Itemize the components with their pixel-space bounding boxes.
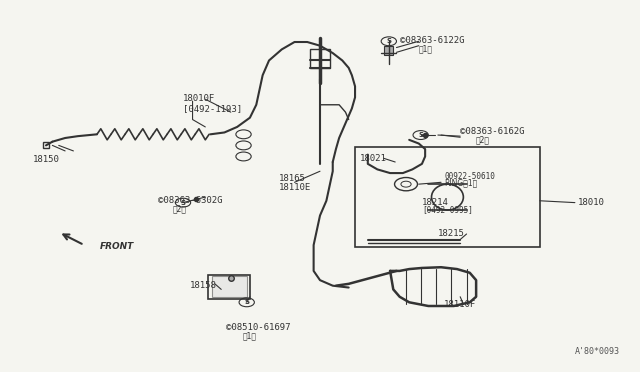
Bar <box>355 147 540 247</box>
Text: 18214: 18214 <box>422 198 449 207</box>
Text: （1）: （1） <box>243 331 256 340</box>
Bar <box>209 275 250 299</box>
Text: S: S <box>418 132 423 138</box>
Text: 18010F
[0492-1193]: 18010F [0492-1193] <box>183 94 242 113</box>
Text: ©08363-6162G: ©08363-6162G <box>460 127 525 136</box>
Text: 18150: 18150 <box>33 155 60 164</box>
Text: 18110F: 18110F <box>444 300 477 310</box>
Text: RING（1）: RING（1） <box>444 179 477 187</box>
Text: 00922-50610: 00922-50610 <box>444 172 495 181</box>
Text: （1）: （1） <box>419 44 433 53</box>
Text: S: S <box>244 299 249 305</box>
Bar <box>212 276 246 297</box>
Text: （2）: （2） <box>476 135 490 144</box>
Text: 18158: 18158 <box>189 281 216 290</box>
Text: ©08363-6122G: ©08363-6122G <box>399 36 464 45</box>
Text: [0492-0995]: [0492-0995] <box>422 205 473 215</box>
Text: （2）: （2） <box>172 204 186 214</box>
Text: 18215: 18215 <box>438 229 465 238</box>
Text: ©08510-61697: ©08510-61697 <box>227 323 291 331</box>
Text: 18165: 18165 <box>278 174 305 183</box>
Text: ©08363-6302G: ©08363-6302G <box>157 196 222 205</box>
Text: 18021: 18021 <box>360 154 387 163</box>
Bar <box>385 46 394 55</box>
Text: 18110E: 18110E <box>278 183 311 192</box>
Text: S: S <box>387 38 391 44</box>
Text: A'80*0093: A'80*0093 <box>575 347 620 356</box>
Text: FRONT: FRONT <box>100 243 134 251</box>
Text: 18010: 18010 <box>578 198 605 207</box>
Bar <box>310 49 330 68</box>
Text: S: S <box>180 200 186 206</box>
